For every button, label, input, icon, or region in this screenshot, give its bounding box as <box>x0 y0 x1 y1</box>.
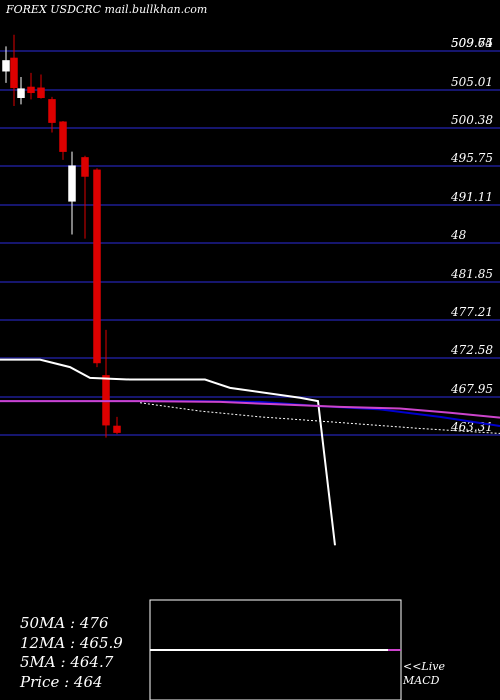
y-tick-label: 495.75 <box>450 151 493 165</box>
y-tick-label: 509.64 <box>451 36 493 50</box>
y-tick-label: 509.75 <box>451 36 493 50</box>
candlesticks <box>2 34 121 438</box>
macd-label: <<Live MACD <box>403 660 445 688</box>
candle <box>93 168 101 368</box>
y-tick-label: 481.85 <box>450 267 493 281</box>
candle <box>102 329 110 438</box>
candle-body <box>27 86 35 94</box>
candle <box>48 96 56 133</box>
indicator-line-magenta <box>0 400 500 419</box>
ma50-value: 50MA : 476 <box>20 614 109 632</box>
indicator-line-white <box>0 358 336 546</box>
candle-body <box>59 121 67 152</box>
candle-body <box>113 425 121 433</box>
macd-live-label: <<Live <box>403 660 445 673</box>
chart-title: FOREX USDCRC mail.bullkhan.com <box>6 3 208 16</box>
candle <box>10 34 18 107</box>
candle-body <box>68 165 76 202</box>
candle-body <box>37 87 45 98</box>
candle <box>68 151 76 235</box>
ma5-value: 5MA : 464.7 <box>20 653 114 671</box>
stats-panel: 50MA : 476 12MA : 465.9 5MA : 464.7 Pric… <box>20 614 123 692</box>
y-tick-label: 48 <box>450 228 467 242</box>
y-tick-label: 500.38 <box>451 113 493 127</box>
macd-name-label: MACD <box>403 674 440 687</box>
candle-body <box>10 57 18 89</box>
y-tick-label: 467.95 <box>450 382 493 396</box>
candle <box>81 155 89 239</box>
indicator-line-blue <box>0 400 500 427</box>
candle <box>2 46 10 83</box>
candle-body <box>93 169 101 364</box>
y-tick-label: 505.01 <box>451 75 493 89</box>
ma12-value: 12MA : 465.9 <box>20 633 123 652</box>
price-value: Price : 464 <box>20 672 103 691</box>
indicator-lines <box>0 358 500 546</box>
candle <box>59 120 67 160</box>
candle <box>37 74 45 99</box>
y-tick-label: 472.58 <box>450 343 493 357</box>
y-tick-label: 477.21 <box>450 305 493 319</box>
candle-body <box>17 88 25 98</box>
candle-body <box>2 60 10 72</box>
grid-lines <box>0 50 500 436</box>
candle-body <box>48 99 56 123</box>
y-tick-label: 491.11 <box>450 190 493 204</box>
candle <box>17 77 25 105</box>
candle <box>113 416 121 435</box>
candle-body <box>81 157 89 177</box>
candle <box>27 72 35 100</box>
